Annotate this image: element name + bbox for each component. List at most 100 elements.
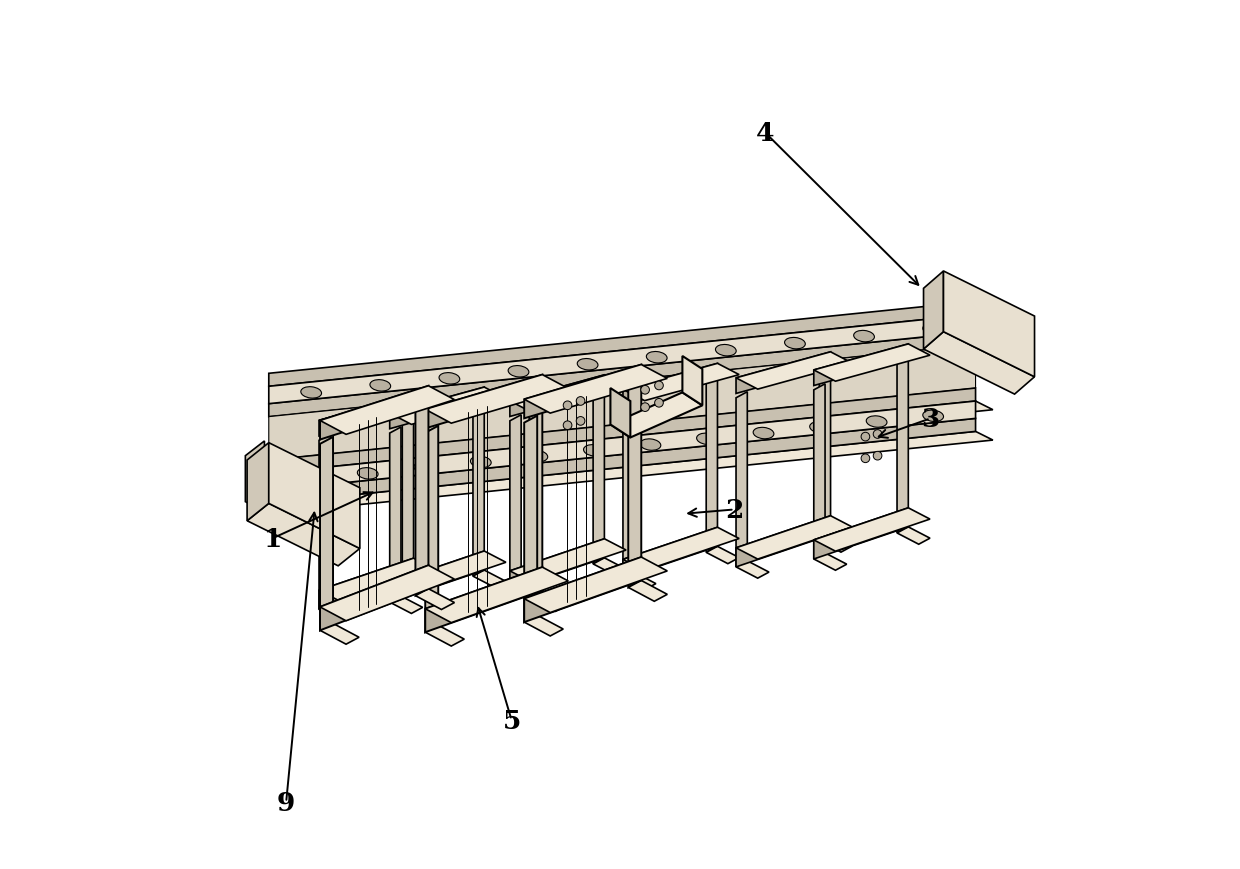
Polygon shape — [510, 584, 543, 601]
Text: 3: 3 — [921, 407, 940, 431]
Polygon shape — [813, 384, 825, 560]
Ellipse shape — [584, 445, 604, 456]
Polygon shape — [320, 624, 360, 645]
Ellipse shape — [578, 359, 598, 370]
Polygon shape — [402, 578, 435, 595]
Ellipse shape — [715, 345, 737, 356]
Polygon shape — [944, 272, 1034, 377]
Text: 2: 2 — [725, 497, 744, 522]
Polygon shape — [813, 344, 930, 381]
Polygon shape — [269, 443, 360, 549]
Ellipse shape — [923, 324, 944, 335]
Polygon shape — [269, 302, 976, 387]
Ellipse shape — [439, 373, 460, 385]
Circle shape — [577, 397, 585, 406]
Polygon shape — [472, 401, 485, 576]
Polygon shape — [813, 508, 909, 560]
Polygon shape — [472, 570, 506, 587]
Circle shape — [873, 430, 882, 439]
Polygon shape — [525, 365, 667, 414]
Polygon shape — [425, 567, 568, 623]
Polygon shape — [269, 419, 976, 504]
Polygon shape — [246, 441, 264, 513]
Polygon shape — [389, 428, 401, 602]
Polygon shape — [319, 395, 414, 436]
Polygon shape — [389, 551, 506, 594]
Polygon shape — [813, 508, 930, 552]
Polygon shape — [402, 408, 414, 584]
Polygon shape — [737, 516, 852, 560]
Ellipse shape — [301, 474, 321, 485]
Polygon shape — [737, 561, 769, 579]
Polygon shape — [622, 404, 634, 579]
Polygon shape — [320, 387, 429, 440]
Polygon shape — [897, 358, 909, 534]
Polygon shape — [247, 504, 360, 567]
Polygon shape — [425, 626, 464, 647]
Circle shape — [577, 417, 585, 426]
Polygon shape — [510, 375, 626, 413]
Polygon shape — [820, 535, 852, 553]
Circle shape — [655, 381, 663, 390]
Polygon shape — [269, 401, 993, 482]
Polygon shape — [737, 353, 831, 394]
Polygon shape — [737, 516, 831, 567]
Polygon shape — [737, 353, 852, 389]
Polygon shape — [389, 388, 506, 425]
Polygon shape — [813, 554, 847, 571]
Polygon shape — [707, 378, 718, 553]
Polygon shape — [269, 432, 993, 513]
Ellipse shape — [414, 462, 435, 474]
Polygon shape — [425, 427, 438, 633]
Text: 4: 4 — [755, 121, 774, 145]
Polygon shape — [269, 345, 976, 461]
Polygon shape — [510, 375, 604, 417]
Polygon shape — [707, 547, 739, 564]
Ellipse shape — [370, 381, 391, 392]
Text: 5: 5 — [502, 708, 521, 733]
Circle shape — [655, 399, 663, 408]
Polygon shape — [269, 388, 976, 474]
Polygon shape — [622, 527, 718, 579]
Polygon shape — [320, 566, 454, 621]
Circle shape — [641, 386, 650, 395]
Polygon shape — [622, 364, 739, 401]
Polygon shape — [924, 332, 1034, 395]
Polygon shape — [529, 392, 542, 598]
Polygon shape — [320, 437, 334, 631]
Ellipse shape — [853, 331, 874, 342]
Ellipse shape — [470, 456, 491, 468]
Polygon shape — [319, 434, 330, 610]
Polygon shape — [415, 589, 454, 610]
Polygon shape — [389, 551, 485, 602]
Polygon shape — [320, 387, 454, 434]
Ellipse shape — [867, 416, 887, 428]
Polygon shape — [247, 443, 269, 521]
Polygon shape — [610, 388, 630, 438]
Circle shape — [861, 454, 869, 463]
Polygon shape — [629, 381, 641, 587]
Circle shape — [563, 421, 572, 430]
Text: 1: 1 — [264, 526, 283, 551]
Polygon shape — [593, 558, 626, 575]
Ellipse shape — [646, 352, 667, 363]
Polygon shape — [269, 332, 976, 417]
Polygon shape — [319, 559, 414, 610]
Polygon shape — [320, 566, 429, 631]
Polygon shape — [510, 539, 604, 590]
Polygon shape — [525, 615, 563, 636]
Polygon shape — [319, 395, 435, 432]
Polygon shape — [389, 388, 485, 429]
Ellipse shape — [301, 388, 321, 399]
Polygon shape — [593, 389, 604, 564]
Polygon shape — [682, 356, 702, 406]
Ellipse shape — [753, 428, 774, 439]
Circle shape — [861, 433, 869, 441]
Polygon shape — [269, 345, 993, 426]
Polygon shape — [525, 365, 641, 419]
Polygon shape — [529, 591, 568, 612]
Polygon shape — [510, 415, 521, 590]
Polygon shape — [425, 567, 542, 633]
Polygon shape — [425, 375, 568, 424]
Polygon shape — [622, 364, 718, 406]
